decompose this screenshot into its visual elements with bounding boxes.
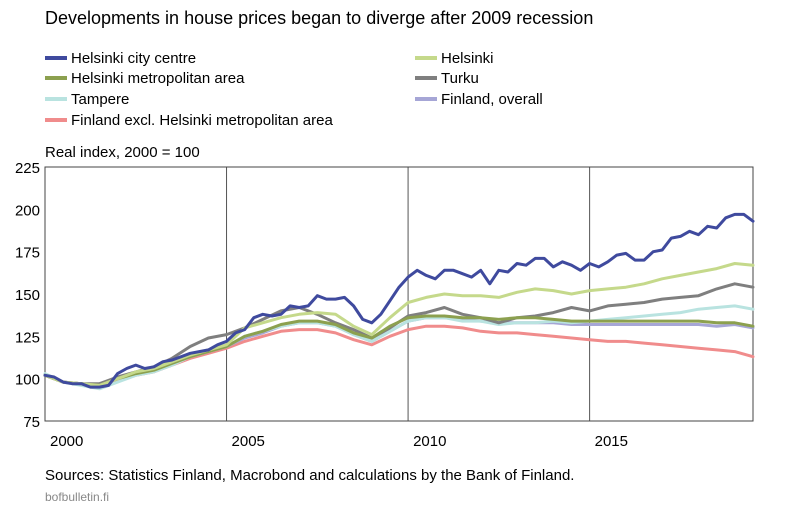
legend-item-helsinki-city-centre: Helsinki city centre	[45, 48, 196, 68]
series-line-helsinki-metropolitan-area	[43, 314, 755, 387]
legend-swatch-helsinki	[415, 56, 437, 60]
y-tick-label: 100	[15, 372, 40, 389]
legend-item-helsinki: Helsinki	[415, 48, 494, 68]
x-tick-label: 2000	[50, 433, 83, 450]
legend-swatch-turku	[415, 76, 437, 80]
legend-item-finland-overall: Finland, overall	[415, 89, 543, 109]
legend-label-helsinki-city-centre: Helsinki city centre	[71, 49, 197, 67]
legend-label-turku: Turku	[441, 69, 479, 87]
y-tick-label: 175	[15, 245, 40, 262]
chart-title: Developments in house prices began to di…	[45, 8, 594, 28]
source-note: Sources: Statistics Finland, Macrobond a…	[45, 467, 575, 484]
y-tick-label: 125	[15, 329, 40, 346]
plot-frame	[44, 166, 754, 422]
legend-label-tampere: Tampere	[71, 90, 130, 108]
y-tick-label: 225	[15, 160, 40, 177]
y-tick-label: 150	[15, 287, 40, 304]
x-tick-label: 2015	[595, 433, 628, 450]
series-line-tampere	[43, 304, 755, 391]
legend-label-helsinki-metropolitan-area: Helsinki metropolitan area	[71, 69, 245, 87]
series-line-finland-excl-helsinki	[43, 324, 755, 387]
chart-legend: Helsinki city centre Helsinki Helsinki m…	[45, 48, 585, 132]
x-tick-label: 2005	[232, 433, 265, 450]
y-tick-label: 200	[15, 202, 40, 219]
legend-swatch-helsinki-city-centre	[45, 56, 67, 60]
legend-label-helsinki: Helsinki	[441, 49, 494, 67]
legend-item-finland-excl-helsinki: Finland excl. Helsinki metropolitan area	[45, 110, 333, 130]
series-line-helsinki-city-centre	[43, 212, 755, 389]
y-tick-label: 75	[23, 414, 40, 431]
legend-swatch-finland-overall	[415, 97, 437, 101]
legend-swatch-helsinki-metropolitan-area	[45, 76, 67, 80]
legend-label-finland-excl-helsinki: Finland excl. Helsinki metropolitan area	[71, 111, 333, 129]
legend-label-finland-overall: Finland, overall	[441, 90, 543, 108]
legend-swatch-tampere	[45, 97, 67, 101]
legend-item-helsinki-metropolitan-area: Helsinki metropolitan area	[45, 68, 244, 88]
series-line-helsinki	[43, 262, 755, 387]
site-url: bofbulletin.fi	[45, 490, 110, 504]
legend-item-turku: Turku	[415, 68, 479, 88]
x-tick-label: 2010	[413, 433, 446, 450]
y-axis-unit-label: Real index, 2000 = 100	[45, 144, 200, 161]
legend-swatch-finland-excl-helsinki	[45, 118, 67, 122]
legend-item-tampere: Tampere	[45, 89, 129, 109]
